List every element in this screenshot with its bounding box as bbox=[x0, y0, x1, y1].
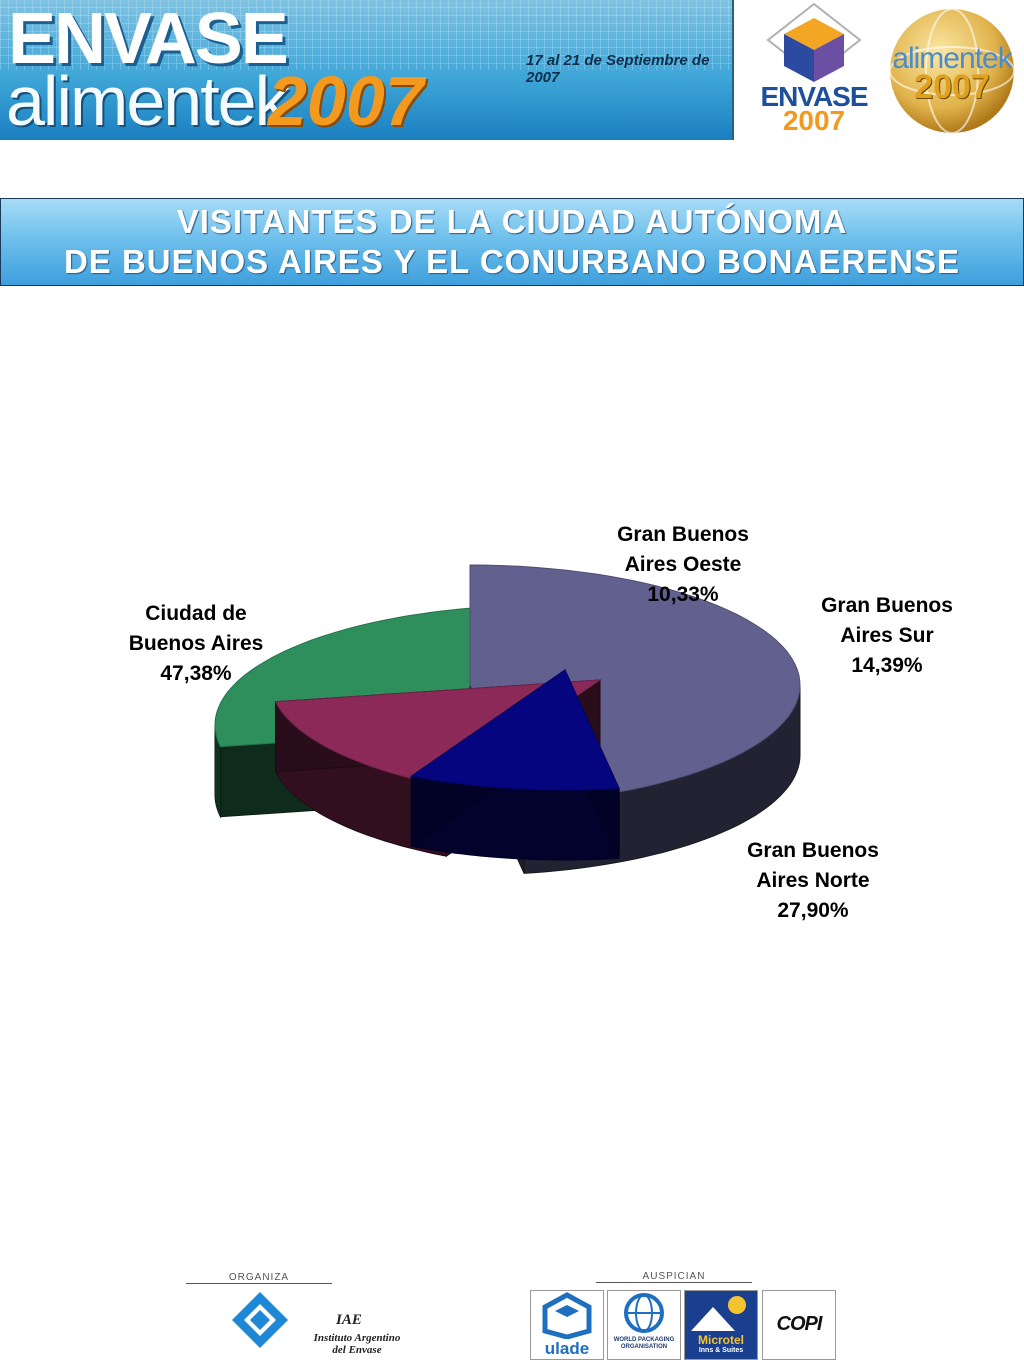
microtel-subtitle: Inns & Suites bbox=[698, 1347, 744, 1354]
ulade-text: ulade bbox=[544, 1339, 590, 1358]
iae-abbreviation: IAE bbox=[336, 1312, 362, 1328]
pie-label-2-line-2: Aires Oeste bbox=[625, 553, 742, 576]
alimentek-logo-text: alimentek bbox=[892, 42, 1012, 75]
alimentek-logo: alimentek 2007 bbox=[884, 4, 1020, 138]
alimentek-globe-icon bbox=[889, 8, 1015, 134]
envase-logo-text: ENVASE bbox=[760, 81, 868, 112]
pie-label-4-line-3: 27,90% bbox=[777, 899, 849, 922]
envase-logo-year: 2007 bbox=[782, 105, 846, 136]
page-title-line-1: VISITANTES DE LA CIUDAD AUTÓNOMA bbox=[176, 203, 848, 240]
banner-grid-pattern bbox=[0, 0, 732, 70]
pie-label-4: Gran Buenos Aires Norte 27,90% bbox=[747, 839, 879, 922]
pie-label-4-line-1: Gran Buenos bbox=[747, 839, 879, 862]
pie-label-3-line-1: Gran Buenos bbox=[821, 594, 953, 617]
microtel-moon-icon bbox=[685, 1291, 757, 1331]
page-title-line-2: DE BUENOS AIRES Y EL CONURBANO BONAERENS… bbox=[63, 243, 961, 280]
banner-dates: 17 al 21 de Septiembre de 2007 bbox=[526, 52, 710, 86]
pie-slices bbox=[214, 564, 801, 874]
pie-chart: Ciudad de Buenos Aires 47,38% Gran Buenos Ai… bbox=[129, 523, 953, 922]
banner-alimentek-text: alimentek bbox=[6, 62, 290, 140]
wpo-logo: WORLD PACKAGING ORGANISATION bbox=[607, 1290, 681, 1360]
microtel-text: Microtel Inns & Suites bbox=[685, 1331, 757, 1359]
pie-labels: Ciudad de Buenos Aires 47,38% Gran Buenos Ai… bbox=[129, 523, 953, 922]
iae-full-name-line-2: del Envase bbox=[332, 1344, 382, 1356]
copi-text: COPI bbox=[776, 1313, 823, 1335]
iae-logo-icon bbox=[232, 1292, 288, 1348]
pie-label-1-line-1: Ciudad de bbox=[145, 602, 247, 625]
pie-label-3-line-2: Aires Sur bbox=[840, 624, 933, 647]
microtel-name: Microtel bbox=[697, 1333, 744, 1347]
iae-full-name: Instituto Argentino del Envase bbox=[298, 1332, 416, 1356]
organiza-heading: ORGANIZA bbox=[186, 1272, 332, 1284]
pie-label-3: Gran Buenos Aires Sur 14,39% bbox=[821, 594, 953, 677]
microtel-logo: Microtel Inns & Suites bbox=[684, 1290, 758, 1360]
pie-label-1: Ciudad de Buenos Aires 47,38% bbox=[129, 602, 264, 685]
alimentek-logo-year: 2007 bbox=[914, 68, 990, 106]
wpo-globe-icon bbox=[624, 1293, 664, 1333]
pie-label-2: Gran Buenos Aires Oeste 10,33% bbox=[617, 523, 749, 606]
copi-logo: COPI bbox=[762, 1290, 836, 1360]
banner-year-text: 2007 bbox=[268, 62, 424, 140]
iae-full-name-line-1: Instituto Argentino bbox=[313, 1332, 401, 1344]
ulade-cube-icon bbox=[542, 1292, 592, 1340]
page-title: VISITANTES DE LA CIUDAD AUTÓNOMA DE BUEN… bbox=[0, 198, 1024, 286]
pie-label-3-line-3: 14,39% bbox=[851, 654, 923, 677]
pie-label-4-line-2: Aires Norte bbox=[756, 869, 869, 892]
pie-label-2-line-1: Gran Buenos bbox=[617, 523, 749, 546]
pie-slice-2 bbox=[410, 669, 620, 861]
wpo-text: WORLD PACKAGING ORGANISATION bbox=[613, 1337, 675, 1350]
pie-slice-2-top bbox=[410, 669, 620, 791]
envase-cube-icon bbox=[766, 2, 862, 82]
banner-envase-text: ENVASE bbox=[8, 0, 289, 79]
pie-label-2-line-3: 10,33% bbox=[647, 583, 719, 606]
auspician-heading: AUSPICIAN bbox=[596, 1271, 752, 1283]
event-banner: ENVASE alimentek 2007 17 al 21 de Septie… bbox=[0, 0, 734, 140]
ulade-logo: ulade bbox=[530, 1290, 604, 1360]
envase-logo: ENVASE 2007 bbox=[748, 0, 880, 140]
pie-label-1-line-3: 47,38% bbox=[160, 662, 232, 685]
pie-label-1-line-2: Buenos Aires bbox=[129, 632, 264, 655]
